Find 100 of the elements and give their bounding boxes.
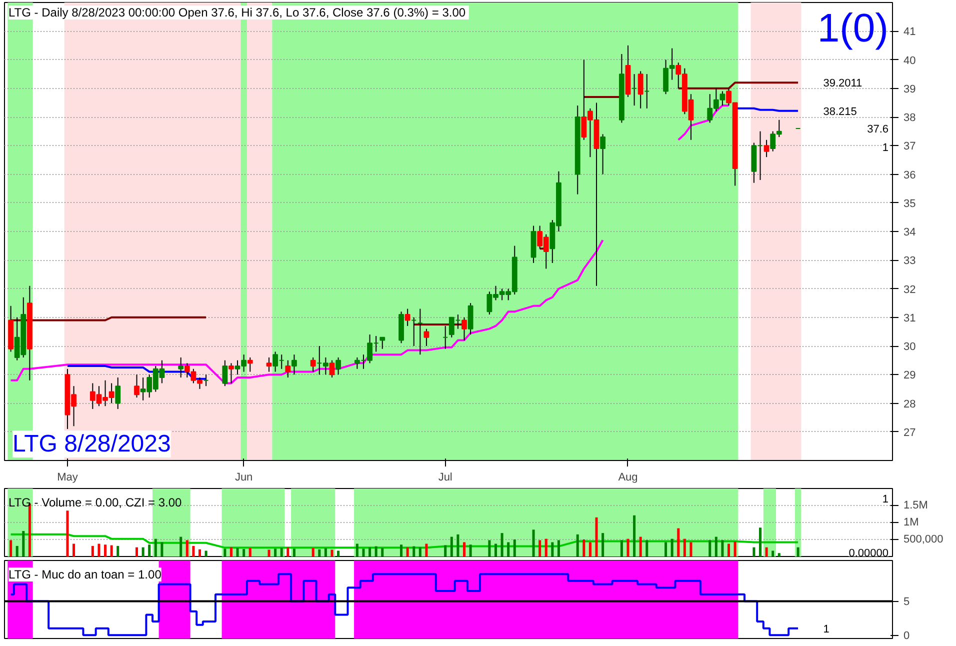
bar	[135, 547, 138, 556]
bar	[28, 503, 31, 556]
text: LTG - Volume = 0.00, CZI = 3.00	[8, 496, 182, 510]
bar	[248, 548, 252, 556]
bar	[192, 546, 195, 556]
y-tick-label: 500,000	[904, 534, 944, 546]
annotation: 38.215	[823, 106, 857, 118]
y-tick-label: 41	[904, 26, 916, 38]
bar	[456, 534, 460, 556]
annotation: 1	[882, 494, 889, 506]
bar	[708, 540, 712, 556]
bar	[752, 547, 756, 556]
bar	[274, 548, 277, 556]
bar	[683, 538, 686, 556]
bar	[154, 538, 157, 556]
bar	[494, 544, 497, 556]
candlestick	[292, 354, 297, 376]
bar	[500, 533, 504, 556]
y-tick-label: 0	[904, 630, 910, 642]
x-tick-label: Jul	[438, 472, 452, 484]
bar	[230, 547, 232, 556]
y-tick-label: 32	[904, 284, 916, 296]
bar	[418, 547, 422, 556]
bar	[532, 530, 535, 556]
bar	[91, 546, 94, 556]
candlestick	[134, 374, 140, 398]
candlestick	[600, 134, 606, 175]
annotation: 1	[823, 623, 830, 636]
candlestick	[329, 360, 335, 378]
bar	[588, 542, 592, 556]
bar	[204, 550, 208, 556]
candlestick	[468, 302, 474, 336]
y-tick-label: 35	[904, 198, 916, 210]
bar	[626, 538, 630, 556]
y-tick-label: 31	[904, 312, 916, 324]
candlestick	[404, 308, 410, 326]
candlestick	[638, 70, 644, 109]
annotation: 37.6	[867, 123, 889, 136]
bar	[286, 547, 290, 556]
candlestick	[228, 362, 234, 384]
bar	[646, 540, 648, 556]
bar	[639, 536, 642, 556]
bar	[406, 547, 409, 556]
bar	[142, 547, 144, 556]
candlestick	[178, 356, 184, 378]
bar	[772, 550, 774, 556]
y-tick-label: 5	[904, 596, 910, 608]
bar	[778, 553, 780, 556]
bar	[602, 533, 604, 556]
bar	[148, 544, 151, 556]
bar	[116, 546, 120, 556]
bar	[242, 549, 246, 556]
bar	[677, 528, 680, 556]
candlestick	[764, 139, 770, 158]
line-series	[10, 533, 800, 549]
bar	[450, 536, 453, 556]
candlestick	[310, 356, 316, 372]
text: LTG - Muc do an toan = 1.00	[8, 568, 162, 582]
y-tick-label: 29	[904, 370, 916, 382]
bar	[714, 536, 718, 556]
bar	[10, 540, 12, 556]
annotation: 0.00000	[848, 547, 889, 560]
y-tick-label: 39	[904, 83, 916, 96]
bar	[110, 545, 113, 556]
x-tick-label: Jun	[234, 472, 253, 484]
bar	[582, 540, 586, 556]
bar	[544, 538, 548, 556]
annotation: 39.2011	[823, 78, 862, 90]
bar	[721, 540, 724, 556]
annotation: 1(0)	[817, 6, 889, 50]
bar	[664, 542, 668, 556]
bar	[292, 548, 296, 556]
bar	[224, 548, 226, 556]
candlestick	[462, 316, 467, 341]
bar	[551, 542, 554, 556]
bar	[72, 544, 76, 556]
bar	[268, 550, 270, 556]
candlestick	[115, 376, 121, 410]
candlestick	[380, 336, 386, 350]
y-tick-label: 40	[904, 54, 916, 67]
bar	[576, 534, 579, 556]
bar	[312, 548, 314, 556]
bar	[488, 540, 491, 556]
y-tick-label: 1.5M	[904, 500, 928, 512]
y-tick-label: 34	[904, 226, 916, 238]
bar	[16, 546, 18, 556]
bar	[620, 540, 623, 556]
bar	[765, 547, 768, 556]
y-tick-label: 30	[904, 341, 916, 353]
y-tick-label: 37	[904, 140, 916, 153]
candlestick	[285, 360, 291, 378]
bar	[727, 544, 730, 556]
x-tick-label: Aug	[618, 472, 638, 484]
bar	[633, 515, 636, 556]
y-tick-label: 38	[904, 112, 916, 124]
bar	[374, 546, 378, 556]
y-tick-label: 27	[904, 426, 916, 439]
bar	[66, 510, 69, 556]
bar	[198, 549, 201, 556]
bar	[758, 528, 762, 556]
